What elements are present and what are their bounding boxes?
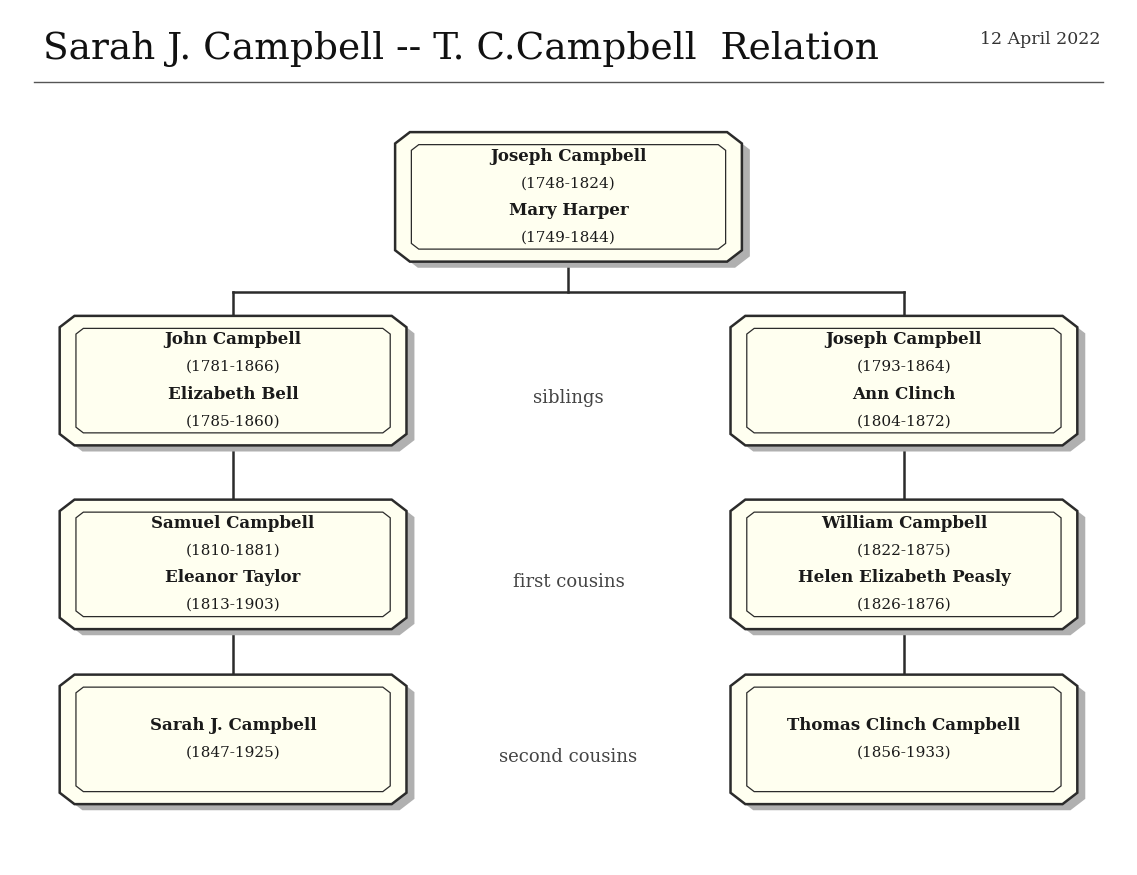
Text: (1804-1872): (1804-1872) — [856, 415, 952, 429]
Text: Joseph Campbell: Joseph Campbell — [490, 148, 647, 164]
Text: William Campbell: William Campbell — [821, 515, 987, 532]
Polygon shape — [67, 681, 414, 810]
Text: Eleanor Taylor: Eleanor Taylor — [165, 570, 301, 586]
Text: (1781-1866): (1781-1866) — [185, 360, 281, 374]
Text: Sarah J. Campbell -- T. C.Campbell  Relation: Sarah J. Campbell -- T. C.Campbell Relat… — [43, 31, 879, 66]
Text: (1822-1875): (1822-1875) — [856, 544, 952, 558]
Text: Thomas Clinch Campbell: Thomas Clinch Campbell — [787, 718, 1021, 734]
Polygon shape — [739, 322, 1085, 452]
Text: (1749-1844): (1749-1844) — [521, 230, 616, 244]
Text: Elizabeth Bell: Elizabeth Bell — [168, 386, 298, 402]
Text: Sarah J. Campbell: Sarah J. Campbell — [150, 718, 316, 734]
Polygon shape — [730, 500, 1077, 629]
Text: second cousins: second cousins — [499, 748, 638, 766]
Text: (1793-1864): (1793-1864) — [856, 360, 952, 374]
Text: (1856-1933): (1856-1933) — [856, 746, 952, 760]
Polygon shape — [59, 316, 406, 445]
Polygon shape — [739, 506, 1085, 635]
Polygon shape — [59, 500, 406, 629]
Text: Helen Elizabeth Peasly: Helen Elizabeth Peasly — [797, 570, 1011, 586]
Text: 12 April 2022: 12 April 2022 — [980, 31, 1101, 47]
Text: (1847-1925): (1847-1925) — [185, 746, 281, 760]
Polygon shape — [402, 138, 749, 268]
Polygon shape — [730, 675, 1077, 804]
Polygon shape — [59, 675, 406, 804]
Text: (1748-1824): (1748-1824) — [521, 177, 616, 191]
Polygon shape — [396, 132, 741, 262]
Text: (1813-1903): (1813-1903) — [185, 598, 281, 612]
Text: Ann Clinch: Ann Clinch — [853, 386, 955, 402]
Text: (1785-1860): (1785-1860) — [185, 415, 281, 429]
Text: first cousins: first cousins — [513, 573, 624, 591]
Polygon shape — [67, 322, 414, 452]
Text: (1826-1876): (1826-1876) — [856, 598, 952, 612]
Text: siblings: siblings — [533, 389, 604, 407]
Text: John Campbell: John Campbell — [165, 332, 301, 348]
Text: Mary Harper: Mary Harper — [508, 202, 629, 219]
Polygon shape — [730, 316, 1077, 445]
Polygon shape — [67, 506, 414, 635]
Text: Samuel Campbell: Samuel Campbell — [151, 515, 315, 532]
Text: Joseph Campbell: Joseph Campbell — [825, 332, 982, 348]
Text: (1810-1881): (1810-1881) — [185, 544, 281, 558]
Polygon shape — [739, 681, 1085, 810]
